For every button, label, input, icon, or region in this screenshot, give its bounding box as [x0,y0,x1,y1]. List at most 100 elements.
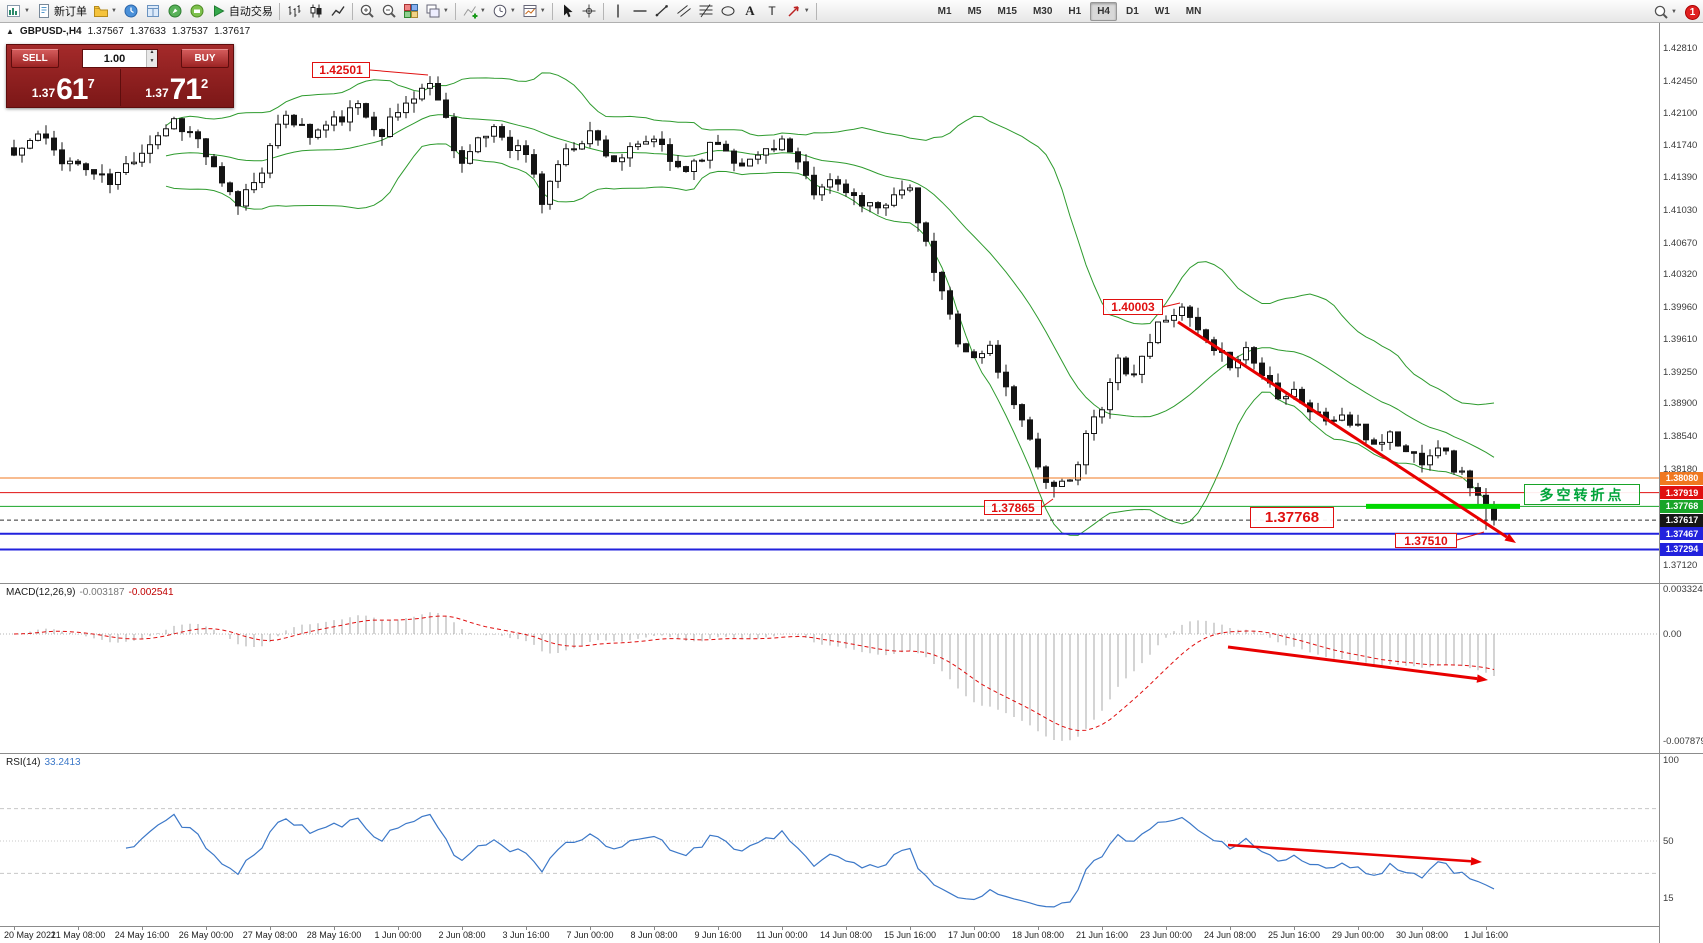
trend-arrow[interactable] [1177,320,1516,543]
price-callout-137865[interactable]: 1.37865 [984,500,1042,515]
timeframe-mn-button[interactable]: MN [1185,5,1202,17]
price-axis[interactable]: 1.42810 1.42450 1.42100 1.41740 1.41390 1.410… [1659,23,1703,943]
macd-panel-separator[interactable] [0,583,1703,584]
volume-stepper[interactable]: 1.00 ▲ ▼ [82,49,158,68]
macd-indicator-canvas[interactable] [0,583,1659,753]
price-axis-label: 1.37120 [1663,560,1698,572]
templates-button[interactable]: ▼ [519,1,549,21]
periods-button[interactable]: ▼ [489,1,519,21]
templates-icon [523,5,537,17]
notification-badge[interactable]: 1 [1685,4,1700,20]
buy-price-display[interactable]: 1.37 71 2 [121,69,234,106]
time-axis-label: 1 Jun 00:00 [374,930,422,940]
zoom-out-icon [382,4,396,18]
dropdown-caret-icon[interactable]: ▼ [509,8,516,14]
text-icon: A [745,3,755,18]
crosshair-button[interactable] [578,1,600,21]
one-click-panel-toggle-icon[interactable]: ▲ [6,27,14,36]
market-watch-button[interactable] [120,1,142,21]
time-axis-label: 21 May 08:00 [50,930,106,940]
arrows-button[interactable]: ▼ [783,1,813,21]
buy-button[interactable]: BUY [181,49,229,68]
auto-trading-button[interactable]: 自动交易 [208,1,276,21]
dropdown-caret-icon[interactable]: ▼ [479,8,486,14]
dropdown-caret-icon[interactable]: ▼ [803,8,810,14]
zoom-in-icon [360,4,374,18]
shapes-button[interactable] [717,1,739,21]
profiles-button[interactable]: ▼ [90,1,120,21]
volume-spinner-buttons[interactable]: ▲ ▼ [146,50,157,67]
volume-down-icon[interactable]: ▼ [147,58,157,67]
tile-windows-icon [403,4,418,18]
cursor-button[interactable] [556,1,578,21]
price-callout-137768[interactable]: 1.37768 [1250,507,1334,528]
price-callout-137510[interactable]: 1.37510 [1395,533,1457,548]
timeframe-m1-button[interactable]: M1 [937,5,952,17]
trend-arrow[interactable] [1227,645,1488,683]
time-axis[interactable]: 20 May 2021 21 May 08:00 24 May 16:00 26 Ma… [0,926,1659,943]
dropdown-caret-icon[interactable]: ▼ [110,8,117,14]
sell-price-display[interactable]: 1.37 61 7 [7,69,120,106]
new-order-button[interactable]: 新订单 [33,1,90,21]
navigator-button[interactable] [164,1,186,21]
time-axis-label: 1 Jul 16:00 [1463,930,1509,940]
turning-point-label[interactable]: 多空转折点 [1524,484,1640,505]
new-chart-button[interactable]: ▼ [3,1,33,21]
time-axis-label: 15 Jun 16:00 [883,930,937,940]
trendline-button[interactable] [651,1,673,21]
sell-button[interactable]: SELL [11,49,59,68]
timeframe-d1-button[interactable]: D1 [1125,5,1139,17]
price-axis-label: 1.41030 [1663,204,1698,216]
cursor-icon [563,4,573,18]
terminal-button[interactable] [186,1,208,21]
tile-windows-button[interactable] [400,1,422,21]
timeframe-w1-button[interactable]: W1 [1154,5,1170,17]
timeframe-m5-button[interactable]: M5 [967,5,982,17]
zoom-in-button[interactable] [356,1,378,21]
dropdown-caret-icon[interactable]: ▼ [1671,9,1677,15]
vertical-line-button[interactable] [607,1,629,21]
search-icon [1654,5,1668,19]
channel-button[interactable] [673,1,695,21]
text-label-button[interactable]: T [761,1,783,21]
volume-up-icon[interactable]: ▲ [147,50,157,59]
time-axis-tick [398,927,399,930]
timeframe-m30-button[interactable]: M30 [1032,5,1053,17]
horizontal-line-button[interactable] [629,1,651,21]
data-window-button[interactable] [142,1,164,21]
price-callout-142501[interactable]: 1.42501 [312,62,370,78]
fibonacci-button[interactable] [695,1,717,21]
rsi-indicator-canvas[interactable] [0,753,1659,926]
rsi-panel-separator[interactable] [0,753,1703,754]
time-axis-tick [206,927,207,930]
time-axis-label: 28 May 16:00 [306,930,362,940]
timeframe-m15-button[interactable]: M15 [997,5,1017,17]
dropdown-caret-icon[interactable]: ▼ [24,8,30,14]
rsi-axis-label: 100 [1663,755,1679,766]
line-chart-button[interactable] [327,1,349,21]
horizontal-line-objects[interactable] [0,477,1659,551]
price-axis-label: 1.38540 [1663,431,1698,443]
bar-chart-button[interactable] [283,1,305,21]
trend-arrow[interactable] [1227,843,1482,866]
buy-price-pipette: 2 [201,76,209,91]
time-axis-label: 3 Jun 16:00 [502,930,550,940]
dropdown-caret-icon[interactable]: ▼ [442,8,449,14]
price-tag-1.37294: 1.37294 [1660,542,1703,556]
price-callout-140003[interactable]: 1.40003 [1103,299,1163,315]
indicators-button[interactable]: ▼ [459,1,489,21]
price-axis-label: 1.40320 [1663,269,1698,281]
timeframe-h1-button[interactable]: H1 [1068,5,1082,17]
dropdown-caret-icon[interactable]: ▼ [539,8,546,14]
main-chart-canvas[interactable] [0,23,1659,583]
time-axis-label: 30 Jun 08:00 [1395,930,1449,940]
data-window-icon [146,5,159,17]
text-button[interactable]: A [739,1,761,21]
candlestick-chart-button[interactable] [305,1,327,21]
time-axis-tick [14,927,15,930]
cascade-windows-button[interactable]: ▼ [422,1,452,21]
timeframe-h4-button[interactable]: H4 [1090,1,1117,21]
zoom-out-button[interactable] [378,1,400,21]
search-button[interactable]: ▼ [1650,2,1680,22]
time-axis-tick [270,927,271,930]
